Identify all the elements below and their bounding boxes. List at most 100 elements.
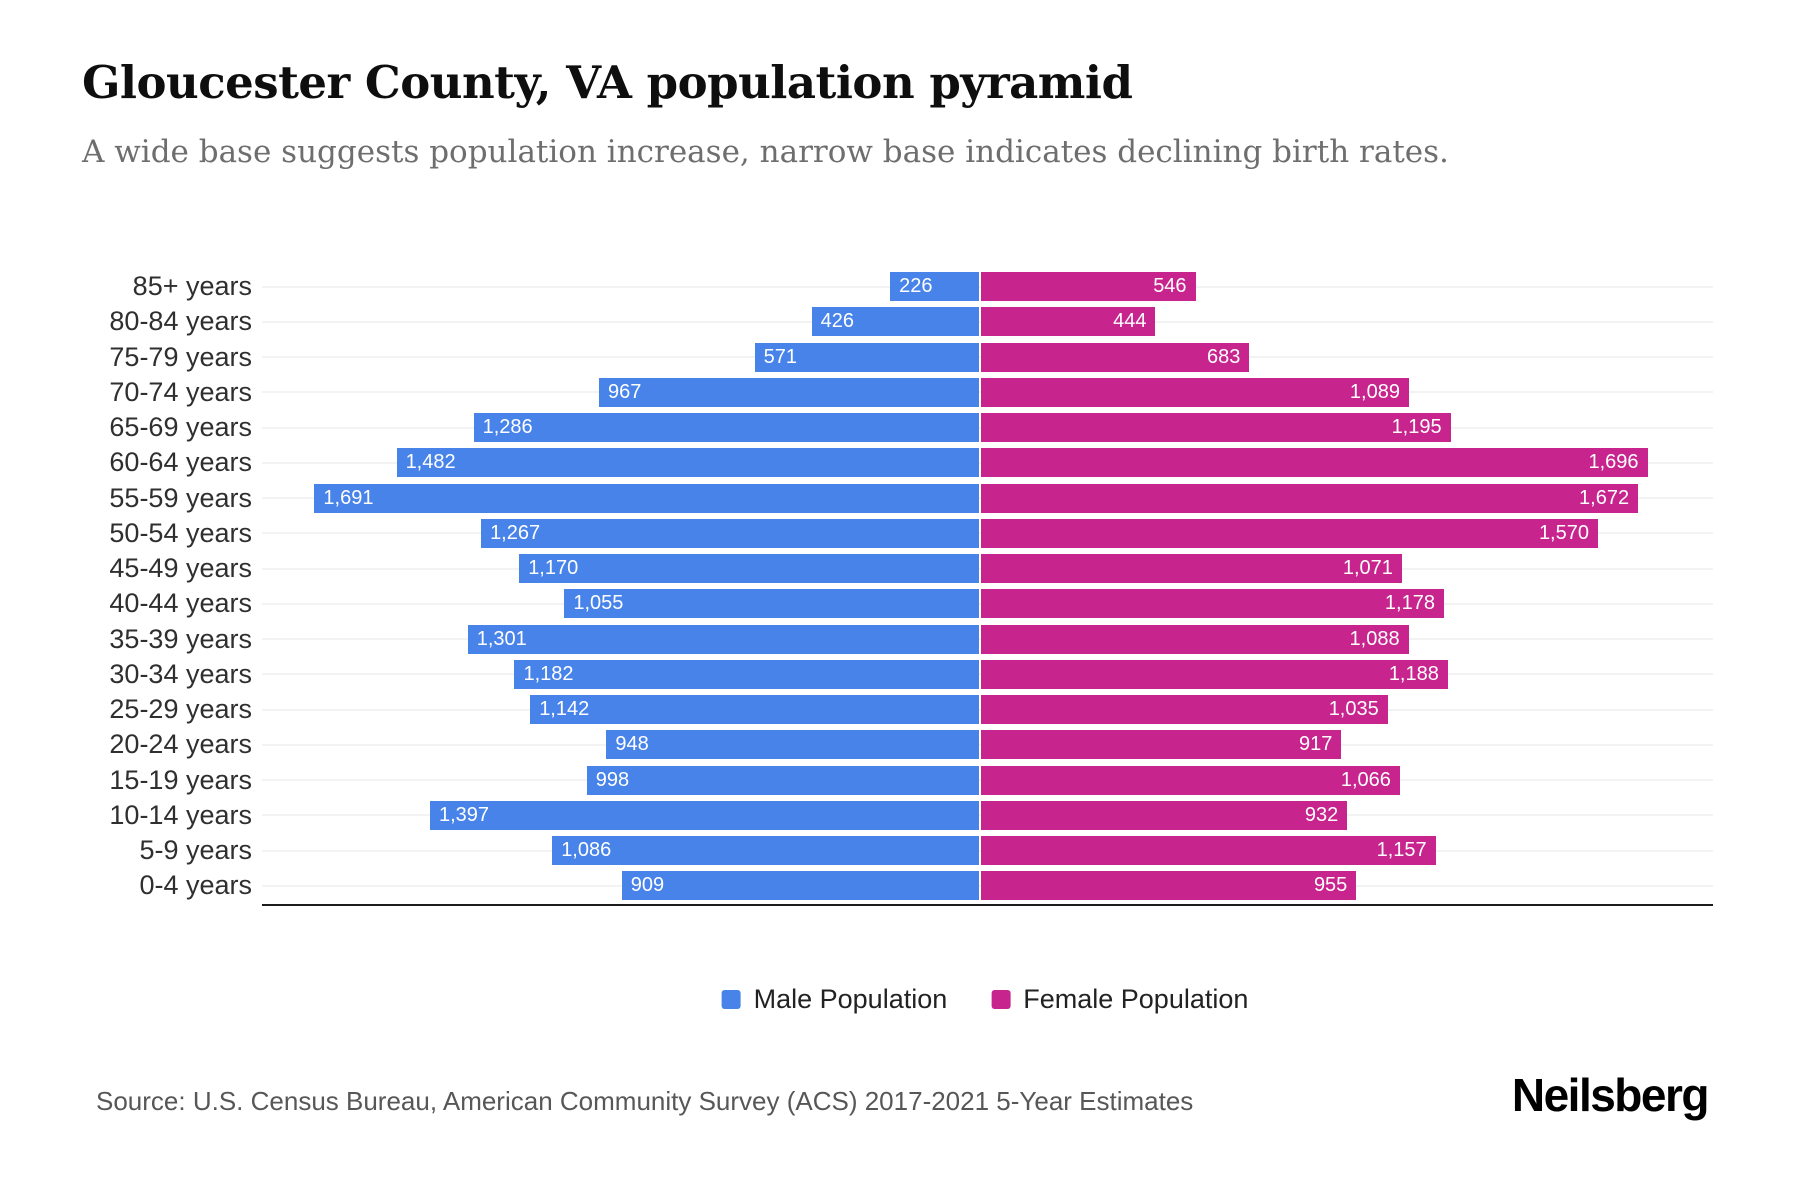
male-bar[interactable]: 1,142 [530,695,979,724]
male-bar[interactable]: 948 [606,730,979,760]
female-bar[interactable]: 932 [981,800,1348,830]
female-bar[interactable]: 1,157 [981,836,1436,865]
age-axis-label: 85+ years [132,271,252,302]
row-track: 1,301 1,088 [262,622,1713,657]
male-bar-value-label: 226 [899,275,933,297]
age-axis-label: 15-19 years [109,764,252,795]
female-bar[interactable]: 1,066 [981,765,1400,795]
female-bar[interactable]: 546 [981,272,1196,301]
row-track: 998 1,066 [262,763,1713,798]
female-bar[interactable]: 683 [981,342,1250,372]
age-axis-label: 55-59 years [109,482,252,513]
pyramid-row: 0-4 years 909 955 [85,868,1713,903]
female-bar[interactable]: 1,089 [981,377,1409,407]
female-bar-value-label: 1,696 [1588,451,1639,474]
male-swatch-icon [721,990,741,1009]
male-bar[interactable]: 1,055 [564,589,979,619]
male-bar-value-label: 426 [820,310,854,333]
chart-title: Gloucester County, VA population pyramid [82,56,1133,109]
row-track: 1,182 1,188 [262,657,1713,692]
male-bar-value-label: 571 [763,345,797,368]
legend-label-male: Male Population [753,984,948,1014]
legend-label-female: Female Population [1023,984,1249,1014]
age-axis-label: 10-14 years [109,799,252,830]
chart-rows: 85+ years 226 546 80-84 years 426 444 75… [85,269,1713,904]
male-bar[interactable]: 1,482 [396,448,979,478]
male-bar[interactable]: 1,397 [429,800,979,830]
male-bar[interactable]: 909 [621,871,979,901]
female-bar-value-label: 1,071 [1342,557,1393,579]
male-bar[interactable]: 426 [811,307,979,337]
pyramid-row: 85+ years 226 546 [85,269,1713,304]
male-bar[interactable]: 1,286 [473,413,979,442]
pyramid-row: 75-79 years 571 683 [85,340,1713,375]
age-axis-label: 80-84 years [109,306,252,337]
row-track: 1,286 1,195 [262,410,1713,445]
male-bar-value-label: 998 [595,768,630,791]
male-bar-value-label: 967 [607,380,642,403]
female-bar-value-label: 1,570 [1538,521,1589,544]
female-bar[interactable]: 917 [981,730,1342,760]
row-track: 1,482 1,696 [262,445,1713,480]
female-bar[interactable]: 1,088 [981,624,1409,654]
pyramid-row: 45-49 years 1,170 1,071 [85,551,1713,586]
female-bar[interactable]: 1,035 [981,695,1388,724]
female-bar[interactable]: 1,188 [981,659,1448,689]
male-bar[interactable]: 1,170 [519,554,979,583]
male-bar[interactable]: 1,086 [552,836,979,865]
male-bar[interactable]: 1,267 [481,518,979,548]
female-bar-value-label: 932 [1304,803,1339,826]
age-axis-label: 5-9 years [139,835,252,866]
male-bar[interactable]: 1,301 [467,624,979,654]
female-bar[interactable]: 1,071 [981,554,1402,583]
row-track: 1,267 1,570 [262,516,1713,551]
female-bar[interactable]: 444 [981,307,1156,337]
male-bar-value-label: 948 [615,733,649,756]
pyramid-row: 15-19 years 998 1,066 [85,763,1713,798]
male-bar[interactable]: 226 [890,272,979,301]
male-bar-value-label: 1,267 [490,521,541,544]
chart-legend: Male Population Female Population [721,984,1248,1015]
neilsberg-logo: Neilsberg [1511,1069,1710,1121]
pyramid-row: 70-74 years 967 1,089 [85,375,1713,410]
male-bar-value-label: 1,691 [323,486,374,509]
male-bar-value-label: 1,286 [482,416,533,438]
male-bar-value-label: 1,482 [405,451,456,474]
row-track: 571 683 [262,340,1713,375]
pyramid-row: 50-54 years 1,267 1,570 [85,516,1713,551]
pyramid-row: 40-44 years 1,055 1,178 [85,586,1713,621]
male-bar[interactable]: 1,691 [314,483,979,513]
legend-item-male[interactable]: Male Population [721,984,948,1015]
female-bar[interactable]: 1,672 [981,483,1639,513]
male-bar-value-label: 1,182 [523,662,574,685]
pyramid-row: 80-84 years 426 444 [85,304,1713,339]
female-bar-value-label: 1,066 [1340,768,1391,791]
female-bar[interactable]: 1,178 [981,589,1444,619]
pyramid-row: 20-24 years 948 917 [85,727,1713,762]
age-axis-label: 45-49 years [109,553,252,584]
female-bar[interactable]: 1,195 [981,413,1451,442]
row-track: 226 546 [262,269,1713,304]
male-bar[interactable]: 571 [754,342,979,372]
male-bar[interactable]: 1,182 [514,659,979,689]
age-axis-label: 60-64 years [109,447,252,478]
female-bar[interactable]: 1,570 [981,518,1598,548]
female-bar[interactable]: 1,696 [981,448,1648,478]
row-track: 967 1,089 [262,375,1713,410]
source-attribution: Source: U.S. Census Bureau, American Com… [96,1086,1194,1116]
female-bar[interactable]: 955 [981,871,1357,901]
male-bar[interactable]: 998 [586,765,979,795]
female-bar-value-label: 1,089 [1349,380,1400,403]
female-bar-value-label: 1,178 [1384,592,1435,615]
male-bar[interactable]: 967 [598,377,979,407]
pyramid-row: 5-9 years 1,086 1,157 [85,833,1713,868]
male-bar-value-label: 1,142 [539,698,590,720]
male-bar-value-label: 909 [630,874,665,897]
male-bar-value-label: 1,170 [528,557,579,579]
row-track: 1,055 1,178 [262,586,1713,621]
pyramid-row: 35-39 years 1,301 1,088 [85,622,1713,657]
age-axis-label: 30-34 years [109,658,252,689]
female-bar-value-label: 1,157 [1376,839,1427,861]
female-bar-value-label: 917 [1299,733,1333,756]
legend-item-female[interactable]: Female Population [991,984,1248,1015]
